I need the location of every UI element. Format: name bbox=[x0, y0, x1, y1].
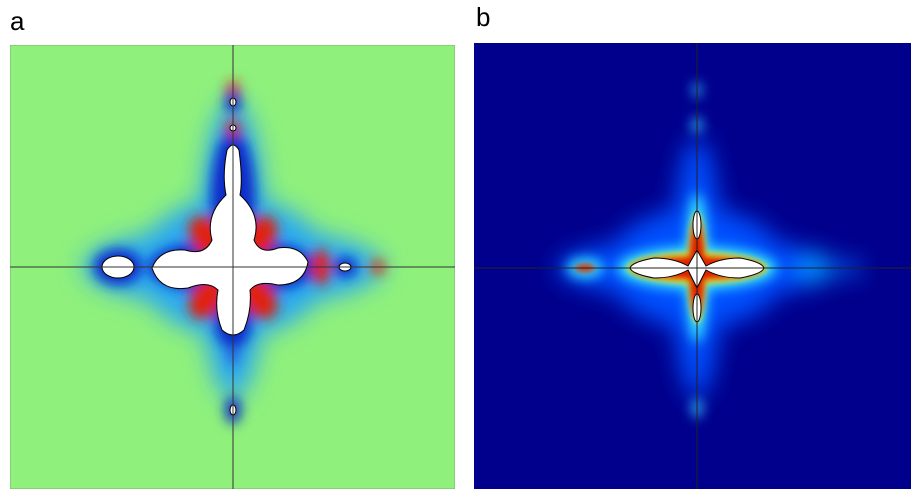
panel-label: b bbox=[476, 2, 490, 32]
figure: a b bbox=[0, 0, 911, 489]
panel-b-image bbox=[474, 43, 911, 489]
panel-a-image bbox=[10, 45, 455, 489]
panel-label: a bbox=[10, 6, 25, 36]
